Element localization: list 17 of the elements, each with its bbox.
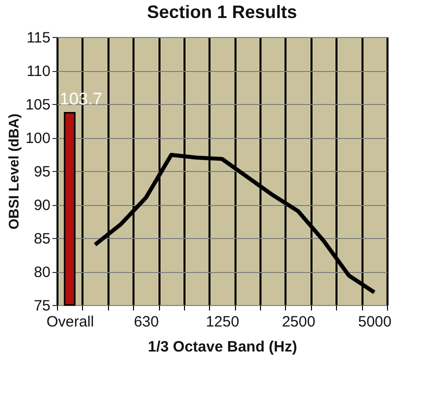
chart-title: Section 1 Results [146, 2, 298, 22]
y-tick-label: 80 [34, 264, 50, 281]
y-tick-label: 115 [26, 30, 50, 46]
y-tick-label: 75 [34, 298, 50, 314]
x-axis-title: 1/3 Octave Band (Hz) [148, 338, 298, 356]
x-tick-label: 2500 [282, 314, 316, 330]
y-tick-label: 110 [26, 63, 50, 80]
x-tick-label: Overall [46, 314, 94, 330]
y-tick-label: 95 [34, 164, 50, 180]
x-tick-label: 630 [134, 314, 159, 330]
y-tick-label: 85 [34, 230, 50, 248]
y-tick-label: 100 [25, 130, 50, 147]
y-tick-label: 90 [34, 197, 50, 214]
x-tick-label: 5000 [358, 314, 392, 330]
y-tick-label: 105 [25, 96, 50, 114]
y-axis-title: OBSI Level (dBA) [5, 114, 22, 230]
x-tick-label: 1250 [206, 314, 240, 330]
